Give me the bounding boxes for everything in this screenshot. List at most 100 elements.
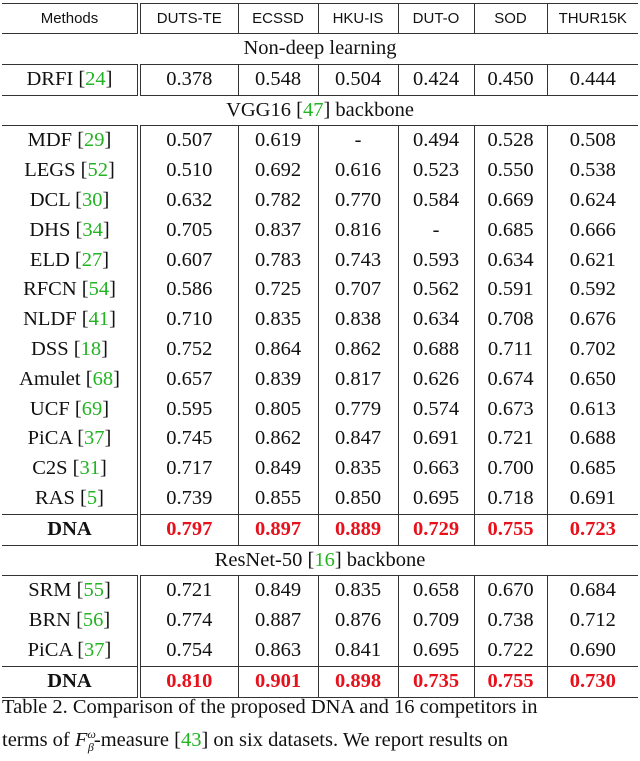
section-header-row: Non-deep learning: [2, 33, 638, 65]
score-cell-hku-is: 0.847: [317, 424, 398, 455]
score-cell-duts-te: 0.745: [137, 424, 238, 455]
column-header-hku-is: HKU-IS: [317, 3, 398, 34]
score-cell-dut-o: 0.658: [397, 575, 474, 607]
score-cell-duts-te: 0.378: [137, 64, 238, 96]
score-cell-hku-is: 0.504: [317, 64, 398, 96]
citation-link[interactable]: 34: [82, 218, 103, 241]
score-cell-duts-te: 0.607: [137, 245, 238, 276]
method-cell: RFCN [54]: [23, 278, 116, 301]
score-cell-thur15k: 0.723: [546, 513, 638, 546]
citation-link[interactable]: 18: [80, 337, 102, 360]
citation-link[interactable]: 56: [82, 609, 104, 632]
f-beta-omega-symbol: Fωβ: [74, 727, 96, 754]
method-name: Amulet: [19, 367, 81, 390]
method-name: NLDF: [23, 308, 77, 331]
section-title-text: VGG16: [226, 98, 297, 121]
method-cell: DRFI [24]: [26, 67, 113, 90]
citation-link[interactable]: 30: [81, 188, 103, 211]
method-cell: DCL [30]: [29, 188, 110, 211]
table-row-ours: DNA 0.810 0.901 0.898 0.735 0.755 0.730: [2, 665, 638, 698]
method-cell: MDF [29]: [27, 129, 112, 152]
citation-link[interactable]: 43: [180, 728, 202, 751]
score-cell-thur15k: 0.592: [546, 275, 638, 306]
method-name: DCL: [29, 188, 70, 211]
table-row: DCL [30] 0.632 0.782 0.770 0.584 0.669 0.624: [2, 185, 638, 216]
score-cell-ecssd: 0.692: [237, 156, 318, 186]
score-cell-sod: 0.550: [473, 156, 547, 186]
method-cell: NLDF [41]: [23, 308, 116, 331]
citation-link[interactable]: 54: [88, 278, 110, 301]
column-header-ecssd: ECSSD: [237, 3, 318, 34]
results-table-container: Methods DUTS-TE ECSSD HKU-IS DUT-O SOD THUR15K…: [2, 3, 638, 698]
citation-link[interactable]: 41: [88, 308, 110, 331]
score-cell-duts-te: 0.797: [137, 513, 238, 546]
table-row: DSS [18] 0.752 0.864 0.862 0.688 0.711 0.702: [2, 334, 638, 365]
method-cell: SRM [55]: [28, 579, 111, 602]
citation-link[interactable]: 37: [84, 638, 105, 661]
citation-link[interactable]: 37: [84, 427, 105, 450]
score-cell-sod: 0.673: [473, 394, 547, 425]
citation-link[interactable]: 55: [83, 579, 104, 602]
score-cell-dut-o: 0.574: [397, 394, 474, 425]
method-cell: DSS [18]: [31, 337, 108, 360]
citation-link[interactable]: 24: [85, 67, 106, 90]
score-cell-sod: 0.718: [473, 483, 547, 515]
method-name: DHS: [29, 218, 71, 241]
table-row: PiCA [37] 0.754 0.863 0.841 0.695 0.722 0.690: [2, 635, 638, 667]
table-row: MDF [29] 0.507 0.619-0.494 0.528 0.508: [2, 125, 638, 157]
method-cell: DNA: [2, 665, 139, 698]
score-cell-duts-te: 0.710: [137, 305, 238, 335]
score-cell-hku-is: 0.743: [317, 245, 398, 276]
caption-text: terms of: [2, 728, 75, 751]
method-cell: DHS [34]: [29, 218, 110, 241]
citation-link[interactable]: 68: [92, 367, 114, 390]
method-name: C2S: [32, 457, 68, 480]
score-cell-ecssd: 0.837: [237, 215, 318, 246]
score-cell-sod: 0.755: [473, 513, 547, 546]
score-cell-sod: 0.722: [473, 635, 547, 667]
score-cell-dut-o: 0.593: [397, 245, 474, 276]
score-cell-sod: 0.721: [473, 424, 547, 455]
citation-link[interactable]: 52: [87, 159, 108, 182]
score-cell-sod: 0.755: [473, 665, 547, 698]
score-cell-hku-is: 0.779: [317, 394, 398, 425]
score-cell-dut-o: 0.584: [397, 185, 474, 216]
method-name: BRN: [28, 609, 71, 632]
table-row: LEGS [52] 0.510 0.692 0.616 0.523 0.550 0.538: [2, 156, 638, 186]
score-cell-dut-o: 0.634: [397, 305, 474, 335]
score-cell-duts-te: 0.586: [137, 275, 238, 306]
citation-link[interactable]: 29: [84, 129, 105, 152]
citation-link[interactable]: 27: [81, 248, 103, 271]
measure-symbol: F: [74, 728, 88, 751]
score-cell-thur15k: 0.444: [546, 64, 638, 96]
score-cell-dut-o: 0.729: [397, 513, 474, 546]
score-cell-hku-is: 0.838: [317, 305, 398, 335]
score-cell-sod: 0.528: [473, 125, 547, 157]
table-header-row: Methods DUTS-TE ECSSD HKU-IS DUT-O SOD THUR15K: [2, 3, 638, 34]
score-cell-duts-te: 0.632: [137, 185, 238, 216]
caption-text: -measure [: [93, 728, 181, 751]
citation-link[interactable]: 5: [86, 486, 98, 509]
method-cell: Amulet [68]: [19, 367, 120, 390]
score-cell-dut-o: 0.494: [397, 125, 474, 157]
score-cell-hku-is: 0.707: [317, 275, 398, 306]
score-cell-ecssd: 0.805: [237, 394, 318, 425]
score-cell-ecssd: 0.849: [237, 454, 318, 484]
method-name: RAS: [35, 486, 75, 509]
score-cell-duts-te: 0.510: [137, 156, 238, 186]
citation-link[interactable]: 69: [81, 397, 103, 420]
score-cell-sod: 0.738: [473, 606, 547, 636]
score-cell-hku-is: 0.816: [317, 215, 398, 246]
measure-sub: β: [87, 739, 94, 754]
score-cell-ecssd: 0.839: [237, 364, 318, 395]
column-header-thur15k: THUR15K: [546, 3, 638, 34]
citation-link[interactable]: 16: [314, 548, 335, 571]
method-name: MDF: [27, 129, 73, 152]
citation-link[interactable]: 31: [79, 457, 100, 480]
citation-link[interactable]: 47: [302, 98, 324, 121]
score-cell-ecssd: 0.863: [237, 635, 318, 667]
method-name: LEGS: [24, 159, 76, 182]
table-body: Non-deep learning DRFI [24] 0.378 0.548 0.50…: [2, 33, 638, 698]
score-cell-sod: 0.669: [473, 185, 547, 216]
caption-line-1: Table 2. Comparison of the proposed DNA …: [2, 696, 538, 718]
